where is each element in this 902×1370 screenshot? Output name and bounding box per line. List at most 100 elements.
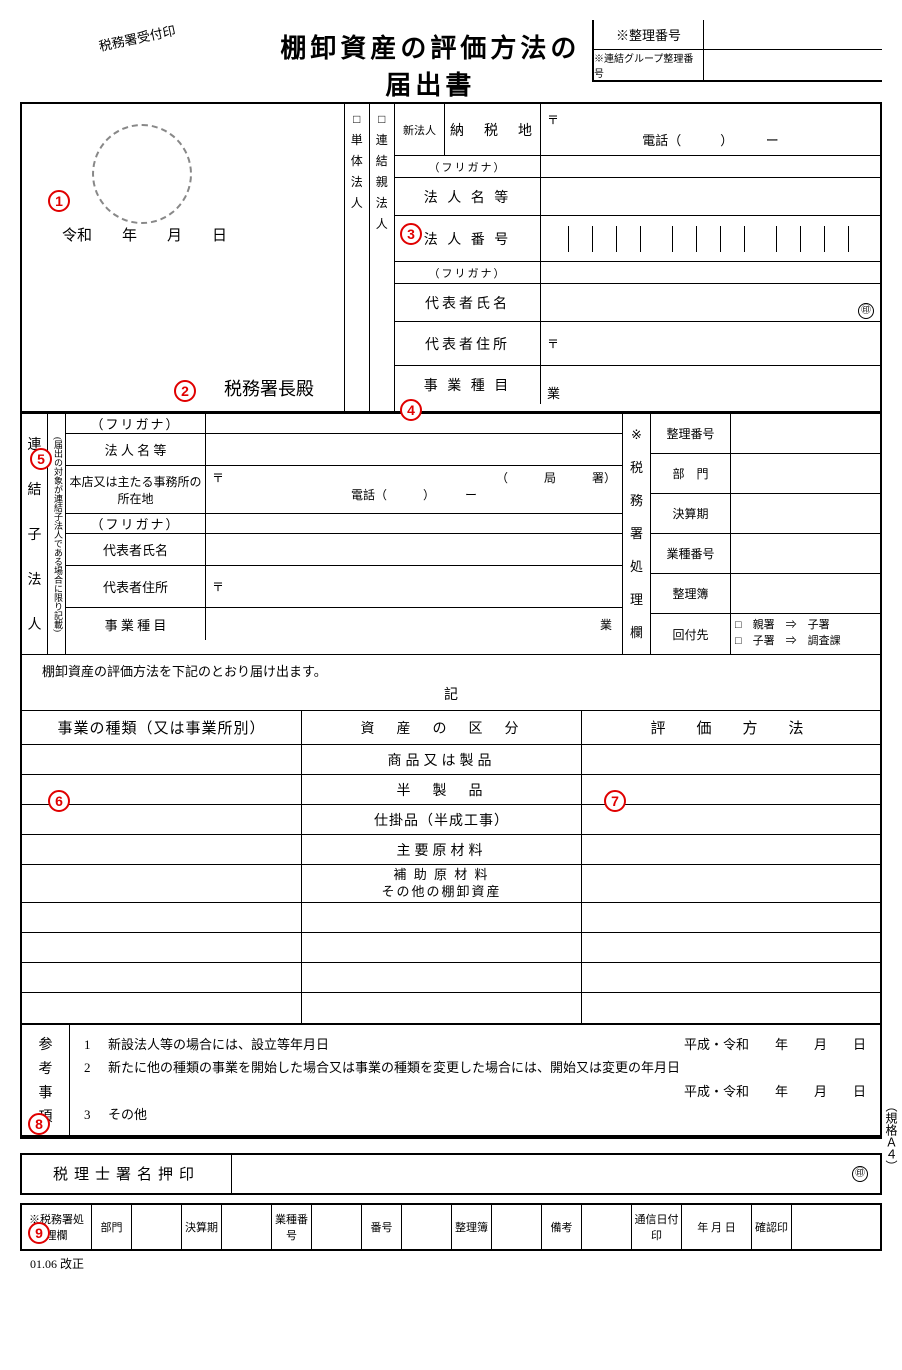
eval-cat-4: 主要原材料 [302,835,582,864]
subsidiary-section-note: (届出の対象が連結子法人である場合に限り記載) [48,414,66,654]
eval-method-7[interactable] [582,933,880,962]
eval-business-6[interactable] [22,903,302,932]
sub-corp-furigana-label: （フリガナ） [66,414,206,433]
sub-rep-address-label: 代表者住所 [66,566,206,607]
proc-dept[interactable] [731,454,880,493]
eval-method-3[interactable] [582,805,880,834]
date-line[interactable]: 令和 年 月 日 [62,224,334,245]
eval-cat-5: 補 助 原 材 料その他の棚卸資産 [302,865,582,902]
proc-serial[interactable] [731,414,880,453]
forward-opt2[interactable]: □ 子署 ⇒ 調査課 [735,632,876,648]
marker-1: 1 [48,190,70,212]
business-suffix: 業 [547,383,874,402]
marker-5: 5 [30,448,52,470]
bt-confirm-val[interactable] [792,1205,880,1249]
stamp-label: 税務署受付印 [97,20,177,55]
marker-6: 6 [48,790,70,812]
eval-cat-9[interactable] [302,993,582,1023]
eval-method-4[interactable] [582,835,880,864]
corp-name-furigana[interactable] [541,156,880,177]
proc-dept-label: 部 門 [651,454,731,493]
eval-method-9[interactable] [582,993,880,1023]
group-serial-value[interactable] [704,50,882,80]
declaration-text: 棚卸資産の評価方法を下記のとおり届け出ます。 [42,661,860,680]
tax-address-value[interactable]: 〒 電話（ ） ー [541,104,880,155]
new-corp-label: 新法人 [395,104,445,155]
corp-name-label: 法 人 名 等 [395,178,541,215]
phone-line[interactable]: 電話（ ） ー [547,130,874,149]
bt-period-label: 決算期 [182,1205,222,1249]
proc-ledger[interactable] [731,574,880,613]
proc-serial-label: 整理番号 [651,414,731,453]
sub-office-value[interactable]: 〒（ 局 署） 電話（ ） ー [206,466,622,513]
sub-business-suffix: 業 [600,616,612,633]
marker-4: 4 [400,399,422,421]
rep-name-furigana[interactable] [541,262,880,283]
sub-corp-name[interactable] [206,434,622,465]
bt-remarks-val[interactable] [582,1205,632,1249]
form-body: 令和 年 月 日 税務署長殿 □単体法人 □連結親法人 新法人 納 税 地 〒 … [20,102,882,1139]
eval-business-8[interactable] [22,963,302,992]
business-type-label: 事 業 種 目 [395,366,541,404]
marker-7: 7 [604,790,626,812]
bt-number-val[interactable] [402,1205,452,1249]
forward-opt1[interactable]: □ 親署 ⇒ 子署 [735,616,876,632]
processing-section-title: ※税務署処理欄 [622,414,650,654]
eval-cat-8[interactable] [302,963,582,992]
eval-cat-2: 半 製 品 [302,775,582,804]
corp-number-value[interactable] [541,216,880,261]
eval-method-2[interactable] [582,775,880,804]
ref-3-text: その他 [108,1103,147,1126]
eval-cat-7[interactable] [302,933,582,962]
eval-cat-6[interactable] [302,903,582,932]
bt-dept-val[interactable] [132,1205,182,1249]
bt-industry-val[interactable] [312,1205,362,1249]
eval-business-4[interactable] [22,835,302,864]
sub-rep-furigana[interactable] [206,514,622,533]
sub-rep-name[interactable] [206,534,622,565]
eval-method-1[interactable] [582,745,880,774]
proc-period[interactable] [731,494,880,533]
rep-address-label: 代表者住所 [395,322,541,365]
bt-dept-label: 部門 [92,1205,132,1249]
eval-business-7[interactable] [22,933,302,962]
eval-business-5[interactable] [22,865,302,902]
bt-ledger-val[interactable] [492,1205,542,1249]
proc-forward[interactable]: □ 親署 ⇒ 子署 □ 子署 ⇒ 調査課 [731,614,880,654]
sub-rep-name-label: 代表者氏名 [66,534,206,565]
rep-name-value[interactable]: ㊞ [541,284,880,321]
group-serial-label: ※連結グループ整理番号 [594,50,704,80]
eval-method-8[interactable] [582,963,880,992]
proc-period-label: 決算期 [651,494,731,533]
eval-business-9[interactable] [22,993,302,1023]
serial-label: ※整理番号 [594,20,704,49]
form-title: 棚卸資産の評価方法の届出書 [269,20,592,102]
bt-period-val[interactable] [222,1205,272,1249]
bt-remarks-label: 備考 [542,1205,582,1249]
consolidated-parent-checkbox[interactable]: □連結親法人 [370,104,395,411]
sub-phone[interactable]: 電話（ ） ー [212,486,616,503]
eval-cat-3: 仕掛品（半成工事） [302,805,582,834]
corp-name-value[interactable] [541,178,880,215]
eval-cat-1: 商品又は製品 [302,745,582,774]
proc-ledger-label: 整理簿 [651,574,731,613]
eval-method-6[interactable] [582,903,880,932]
eval-method-5[interactable] [582,865,880,902]
serial-value[interactable] [704,20,882,49]
rep-address-value[interactable]: 〒 [541,322,880,365]
cpa-signature-value[interactable]: ㊞ [232,1155,880,1193]
bt-number-label: 番号 [362,1205,402,1249]
sub-rep-address[interactable]: 〒 [206,566,622,607]
proc-industry-label: 業種番号 [651,534,731,573]
postal-mark: 〒 [547,111,874,128]
eval-business-1[interactable] [22,745,302,774]
proc-industry[interactable] [731,534,880,573]
ref-2-date[interactable]: 平成・令和 年 月 日 [684,1080,866,1103]
single-corp-checkbox[interactable]: □単体法人 [345,104,370,411]
ref-2-num: 2 [84,1056,108,1079]
ref-1-date[interactable]: 平成・令和 年 月 日 [684,1033,866,1056]
business-type-value[interactable]: 業 [541,366,880,404]
sub-business-type[interactable]: 業 [206,608,622,640]
bt-date-label: 年 月 日 [682,1205,752,1249]
entity-type-column: □単体法人 □連結親法人 [344,104,394,411]
